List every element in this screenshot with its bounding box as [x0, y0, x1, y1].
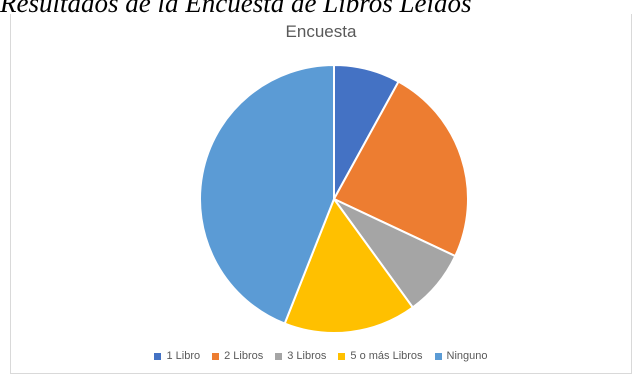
legend-item: 2 Libros: [212, 350, 263, 362]
legend-swatch: [275, 352, 283, 360]
legend-swatch: [338, 352, 346, 360]
legend-item: 1 Libro: [154, 350, 200, 362]
pie-slice-5: [199, 63, 335, 325]
pie-slice-2: [332, 80, 469, 258]
chart-title: Encuesta: [285, 22, 357, 41]
legend-swatch: [212, 352, 220, 360]
legend-swatch: [154, 352, 162, 360]
legend-label: 1 Libro: [166, 350, 201, 362]
legend-item: 3 Libros: [275, 350, 326, 362]
legend-item: Ninguno: [434, 350, 488, 362]
legend-label: 5 o más Libros: [350, 350, 423, 362]
legend-swatch: [434, 352, 442, 360]
legend-label: 3 Libros: [287, 350, 327, 362]
legend-label: 2 Libros: [224, 350, 264, 362]
document-heading: Resultados de la Encuesta de Libros Leíd…: [0, 0, 472, 18]
pie-chart: [199, 63, 469, 334]
legend-label: Ninguno: [446, 350, 488, 362]
chart-area: Encuesta 1 Libro 2 Libros 3 Libros 5 o más …: [10, 14, 632, 374]
legend-item: 5 o más Libros: [338, 350, 423, 362]
pie-slice-4: [283, 196, 415, 334]
chart-legend: 1 Libro 2 Libros 3 Libros 5 o más Libros Nin…: [11, 350, 631, 362]
